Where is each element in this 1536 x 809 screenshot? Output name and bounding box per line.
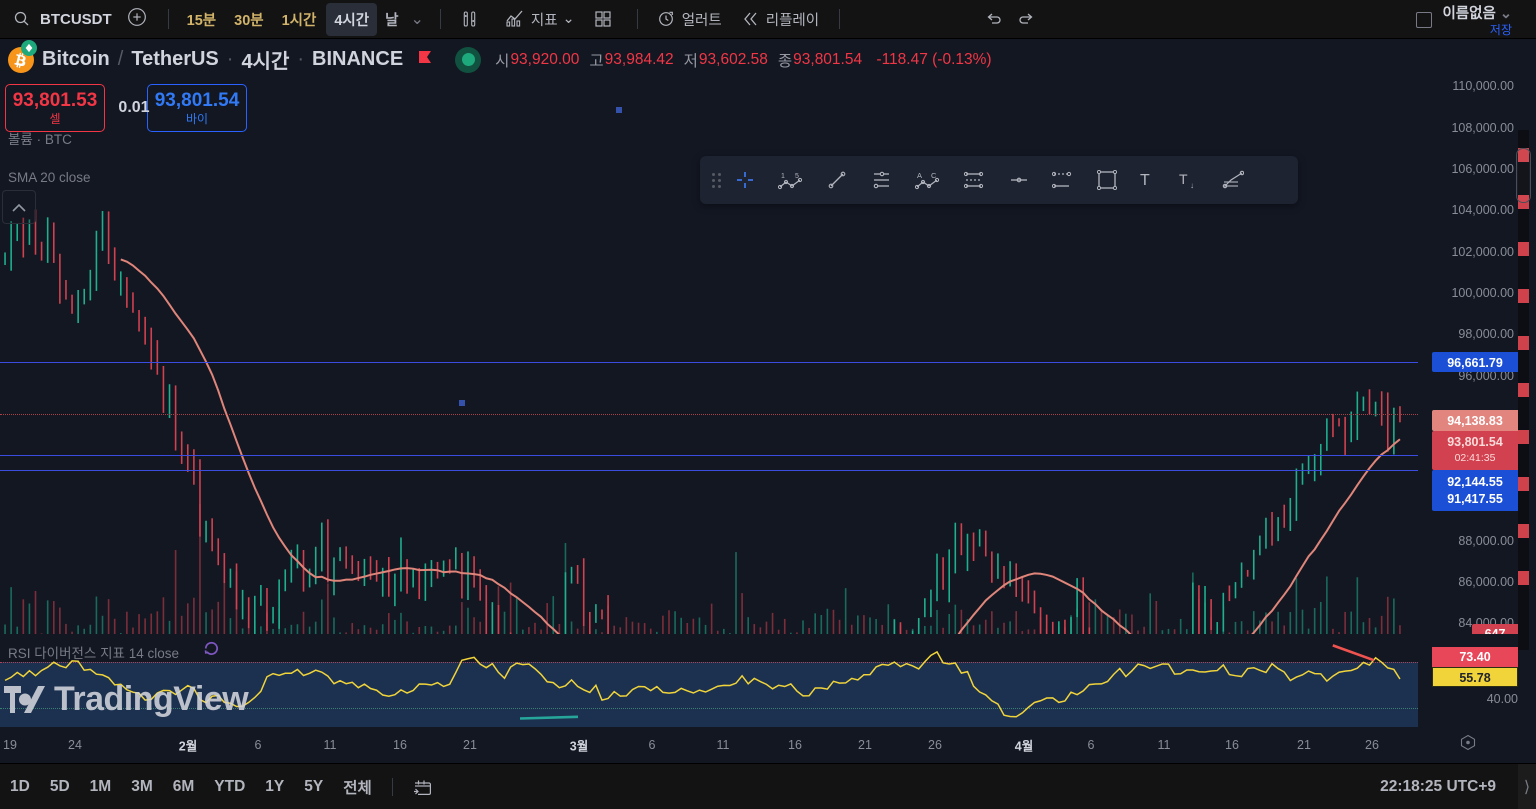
svg-text:T: T	[1140, 172, 1150, 189]
svg-text:T: T	[1179, 171, 1188, 187]
svg-text:↓: ↓	[1190, 181, 1194, 190]
svg-text:A: A	[917, 171, 922, 180]
svg-text:1: 1	[781, 173, 785, 180]
